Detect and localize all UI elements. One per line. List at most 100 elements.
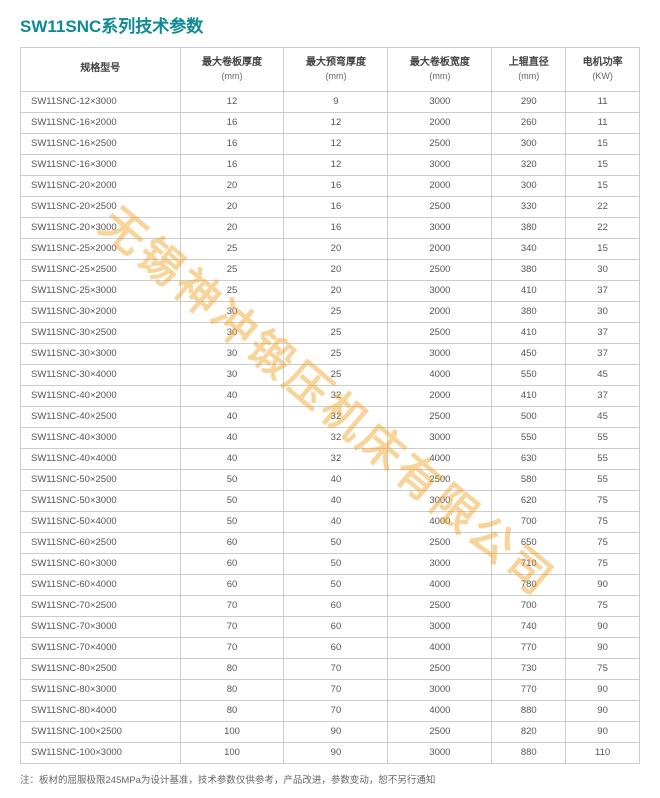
table-row: SW11SNC-50×30005040300062075 xyxy=(21,490,640,511)
table-cell: SW11SNC-50×3000 xyxy=(21,490,181,511)
table-cell: 60 xyxy=(180,574,284,595)
table-cell: 32 xyxy=(284,448,388,469)
table-cell: 2000 xyxy=(388,175,492,196)
table-cell: SW11SNC-25×2000 xyxy=(21,238,181,259)
table-cell: 2500 xyxy=(388,721,492,742)
col-header-1: 最大卷板厚度(mm) xyxy=(180,48,284,92)
table-cell: SW11SNC-100×3000 xyxy=(21,742,181,763)
table-cell: 20 xyxy=(284,280,388,301)
table-cell: 770 xyxy=(492,679,566,700)
table-cell: 12 xyxy=(284,154,388,175)
table-cell: 20 xyxy=(180,175,284,196)
table-cell: 90 xyxy=(284,721,388,742)
table-cell: 40 xyxy=(180,385,284,406)
table-row: SW11SNC-80×40008070400088090 xyxy=(21,700,640,721)
col-header-unit: (mm) xyxy=(288,70,383,83)
table-cell: 30 xyxy=(180,364,284,385)
table-cell: 30 xyxy=(566,301,640,322)
table-cell: 40 xyxy=(180,448,284,469)
table-cell: SW11SNC-20×3000 xyxy=(21,217,181,238)
table-cell: 630 xyxy=(492,448,566,469)
table-cell: 2500 xyxy=(388,406,492,427)
table-cell: 380 xyxy=(492,259,566,280)
table-cell: 4000 xyxy=(388,574,492,595)
table-row: SW11SNC-25×25002520250038030 xyxy=(21,259,640,280)
table-cell: 75 xyxy=(566,532,640,553)
table-cell: 40 xyxy=(284,511,388,532)
table-cell: 16 xyxy=(180,112,284,133)
table-cell: SW11SNC-50×4000 xyxy=(21,511,181,532)
table-row: SW11SNC-16×25001612250030015 xyxy=(21,133,640,154)
table-cell: 620 xyxy=(492,490,566,511)
table-cell: 3000 xyxy=(388,679,492,700)
table-cell: 50 xyxy=(180,511,284,532)
table-cell: 12 xyxy=(284,133,388,154)
table-row: SW11SNC-25×30002520300041037 xyxy=(21,280,640,301)
table-cell: SW11SNC-40×2000 xyxy=(21,385,181,406)
table-cell: 32 xyxy=(284,406,388,427)
col-header-4: 上辊直径(mm) xyxy=(492,48,566,92)
table-cell: 16 xyxy=(180,154,284,175)
table-cell: 80 xyxy=(180,658,284,679)
table-cell: 2000 xyxy=(388,385,492,406)
table-cell: 700 xyxy=(492,595,566,616)
table-cell: 50 xyxy=(180,490,284,511)
table-cell: 3000 xyxy=(388,616,492,637)
table-row: SW11SNC-70×25007060250070075 xyxy=(21,595,640,616)
spec-table: 规格型号最大卷板厚度(mm)最大预弯厚度(mm)最大卷板宽度(mm)上辊直径(m… xyxy=(20,47,640,764)
table-cell: 740 xyxy=(492,616,566,637)
table-cell: SW11SNC-20×2000 xyxy=(21,175,181,196)
table-cell: 100 xyxy=(180,742,284,763)
table-row: SW11SNC-70×30007060300074090 xyxy=(21,616,640,637)
table-cell: 880 xyxy=(492,742,566,763)
table-cell: 2500 xyxy=(388,658,492,679)
table-cell: SW11SNC-16×3000 xyxy=(21,154,181,175)
table-cell: 100 xyxy=(180,721,284,742)
col-header-label: 最大预弯厚度 xyxy=(306,57,366,68)
table-cell: 300 xyxy=(492,133,566,154)
table-row: SW11SNC-100×250010090250082090 xyxy=(21,721,640,742)
table-row: SW11SNC-20×20002016200030015 xyxy=(21,175,640,196)
table-cell: 37 xyxy=(566,322,640,343)
table-cell: 340 xyxy=(492,238,566,259)
table-cell: 3000 xyxy=(388,742,492,763)
table-cell: 70 xyxy=(284,658,388,679)
table-cell: 3000 xyxy=(388,280,492,301)
table-cell: 110 xyxy=(566,742,640,763)
table-cell: 4000 xyxy=(388,511,492,532)
table-row: SW11SNC-50×25005040250058055 xyxy=(21,469,640,490)
table-cell: SW11SNC-12×3000 xyxy=(21,91,181,112)
table-cell: SW11SNC-16×2000 xyxy=(21,112,181,133)
table-cell: 75 xyxy=(566,490,640,511)
table-row: SW11SNC-100×3000100903000880110 xyxy=(21,742,640,763)
table-cell: SW11SNC-70×3000 xyxy=(21,616,181,637)
table-cell: 380 xyxy=(492,301,566,322)
table-cell: 50 xyxy=(284,532,388,553)
table-cell: 300 xyxy=(492,175,566,196)
table-cell: 25 xyxy=(180,259,284,280)
table-row: SW11SNC-30×40003025400055045 xyxy=(21,364,640,385)
table-cell: SW11SNC-70×2500 xyxy=(21,595,181,616)
table-cell: 780 xyxy=(492,574,566,595)
table-cell: 80 xyxy=(180,700,284,721)
table-cell: SW11SNC-20×2500 xyxy=(21,196,181,217)
table-cell: 3000 xyxy=(388,427,492,448)
table-cell: 40 xyxy=(180,427,284,448)
table-row: SW11SNC-16×20001612200026011 xyxy=(21,112,640,133)
table-cell: SW11SNC-30×2000 xyxy=(21,301,181,322)
table-cell: 580 xyxy=(492,469,566,490)
table-cell: 2000 xyxy=(388,238,492,259)
table-cell: 15 xyxy=(566,133,640,154)
table-cell: SW11SNC-60×4000 xyxy=(21,574,181,595)
table-row: SW11SNC-30×20003025200038030 xyxy=(21,301,640,322)
col-header-5: 电机功率(KW) xyxy=(566,48,640,92)
table-cell: 32 xyxy=(284,385,388,406)
col-header-label: 规格型号 xyxy=(80,63,120,74)
table-cell: 11 xyxy=(566,112,640,133)
table-cell: 70 xyxy=(180,637,284,658)
table-cell: 22 xyxy=(566,217,640,238)
table-cell: 90 xyxy=(284,742,388,763)
table-cell: SW11SNC-40×2500 xyxy=(21,406,181,427)
table-row: SW11SNC-20×25002016250033022 xyxy=(21,196,640,217)
table-cell: 9 xyxy=(284,91,388,112)
